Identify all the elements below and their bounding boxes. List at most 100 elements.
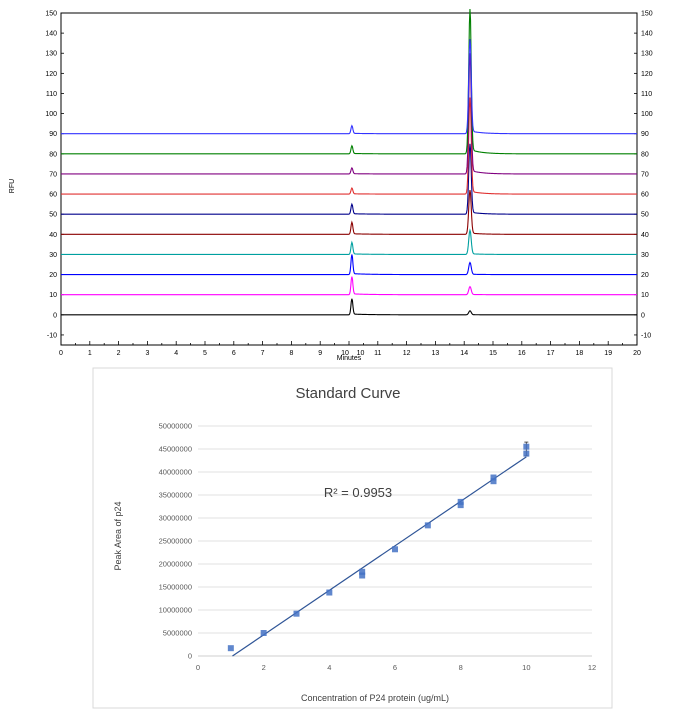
y-tick-label-right: 100 (641, 111, 653, 118)
x-tick-label: 7 (261, 350, 265, 357)
y-tick-label-right: 10 (641, 292, 649, 299)
chromatogram-trace (61, 8, 637, 155)
chromatogram-chart: -100102030405060708090100110120130140150… (9, 8, 653, 362)
y-tick-label: 35000000 (159, 491, 192, 500)
x-tick-label: 14 (460, 350, 468, 357)
chromatogram-x-axis-title: Minutes (337, 355, 362, 362)
data-point (523, 443, 530, 450)
data-point (490, 474, 497, 481)
y-tick-label-right: 140 (641, 31, 653, 38)
y-tick-label-right: 70 (641, 171, 649, 178)
standard-curve-x-axis: 0 2 4 6 8 10 12 (196, 663, 596, 672)
x-tick-label: 13 (432, 350, 440, 357)
y-tick-label-right: 80 (641, 151, 649, 158)
y-tick-label-left: 60 (49, 192, 57, 199)
y-tick-label-left: 100 (45, 111, 57, 118)
data-point (392, 546, 398, 553)
y-tick-label-left: 40 (49, 232, 57, 239)
y-tick-label-left: 120 (45, 71, 57, 78)
data-point (490, 478, 497, 485)
x-tick-label: 2 (117, 350, 121, 357)
chromatogram-trace (61, 298, 637, 316)
y-tick-label-left: 50 (49, 212, 57, 219)
standard-curve-chart: Standard Curve 0 5000000 10000000 15000000 2… (92, 367, 613, 709)
y-tick-label-right: 110 (641, 91, 652, 98)
y-tick-label: 25000000 (159, 537, 192, 546)
chromatogram-traces (61, 8, 637, 316)
y-tick-label-left: 0 (53, 312, 57, 319)
r-squared-annotation: R² = 0.9953 (324, 485, 392, 500)
y-tick-label-right: -10 (641, 332, 651, 339)
x-tick-label: 20 (633, 350, 641, 357)
x-tick-label: 8 (289, 350, 293, 357)
standard-curve-y-axis: 0 5000000 10000000 15000000 20000000 25000000… (159, 422, 192, 661)
y-tick-label-right: 0 (641, 312, 645, 319)
x-tick-label: 4 (174, 350, 178, 357)
y-tick-label: 15000000 (159, 583, 192, 592)
x-tick-label: 12 (403, 350, 411, 357)
y-tick-label-left: 10 (49, 292, 57, 299)
y-tick-label: 30000000 (159, 514, 192, 523)
data-point (457, 502, 464, 509)
y-tick-label-left: -10 (47, 332, 57, 339)
x-tick-label: 0 (59, 350, 63, 357)
standard-curve-chart-area (92, 367, 613, 709)
standard-curve-title: Standard Curve (295, 385, 400, 402)
x-tick-label: 6 (393, 663, 397, 672)
x-tick-label: 6 (232, 350, 236, 357)
chromatogram-trace (61, 189, 637, 235)
y-tick-label-right: 130 (641, 51, 653, 58)
x-tick-label: 10 (357, 350, 365, 357)
chromatogram-x-axis: 0 1 2 3 4 5 6 7 8 9 10 10 11 12 13 14 15 16 17 18 19 20 (59, 341, 641, 357)
y-tick-label-left: 70 (49, 171, 57, 178)
chromatogram-trace (61, 97, 637, 195)
standard-curve-gridlines (198, 425, 592, 657)
y-tick-label: 50000000 (159, 422, 192, 431)
standard-curve-x-axis-title: Concentration of P24 protein (ug/mL) (301, 693, 449, 703)
chromatogram-y-axis-right: -10 0 10 20 30 40 50 60 70 80 90 100 110 120 130 140 150 (634, 11, 653, 339)
y-tick-label-left: 80 (49, 151, 57, 158)
data-point (293, 610, 300, 617)
y-tick-label-left: 30 (49, 252, 57, 259)
chromatogram-trace (61, 228, 637, 255)
x-tick-label: 10 (341, 350, 349, 357)
x-tick-label: 17 (547, 350, 555, 357)
x-tick-label: 11 (374, 350, 381, 357)
y-tick-label-left: 90 (49, 131, 57, 138)
y-tick-label-left: 130 (45, 51, 57, 58)
x-tick-label: 10 (522, 663, 530, 672)
chromatogram-trace (61, 39, 637, 135)
y-tick-label: 10000000 (159, 606, 192, 615)
x-tick-label: 19 (604, 350, 612, 357)
data-point (260, 630, 267, 636)
x-tick-label: 2 (262, 663, 266, 672)
x-tick-label: 12 (588, 663, 596, 672)
x-tick-label: 8 (459, 663, 463, 672)
data-point (227, 645, 234, 652)
data-point (457, 498, 464, 505)
x-tick-label: 15 (489, 350, 497, 357)
x-tick-label: 18 (576, 350, 584, 357)
data-point (326, 589, 333, 596)
y-tick-label-right: 50 (641, 212, 649, 219)
data-point (424, 522, 431, 529)
y-tick-label-right: 30 (641, 252, 649, 259)
y-tick-label-left: 140 (45, 31, 57, 38)
y-tick-label-left: 150 (45, 11, 57, 18)
x-tick-label: 3 (145, 350, 149, 357)
x-tick-label: 9 (318, 350, 322, 357)
y-tick-label-left: 110 (46, 91, 57, 98)
y-tick-label-right: 90 (641, 131, 649, 138)
y-tick-label-left: 20 (49, 272, 57, 279)
x-tick-label: 4 (327, 663, 331, 672)
standard-curve-y-axis-title: Peak Area of p24 (113, 501, 123, 570)
x-tick-label: 16 (518, 350, 526, 357)
y-tick-label-right: 150 (641, 11, 653, 18)
x-tick-label: 0 (196, 663, 200, 672)
y-tick-label: 20000000 (159, 560, 192, 569)
y-tick-label-right: 120 (641, 71, 653, 78)
data-point (359, 572, 366, 579)
y-tick-label: 5000000 (163, 629, 192, 638)
